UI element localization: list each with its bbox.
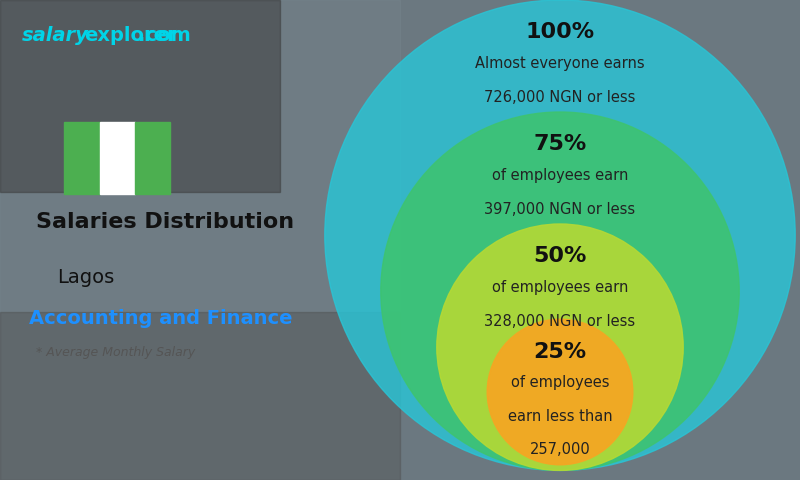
Circle shape [325,0,795,470]
Text: * Average Monthly Salary: * Average Monthly Salary [36,346,195,359]
Bar [0,312,400,480]
Text: 25%: 25% [534,342,586,361]
Text: Salaries Distribution: Salaries Distribution [36,212,294,232]
Bar [0,0,400,480]
Bar [0,0,280,192]
Text: of employees earn: of employees earn [492,168,628,183]
Text: Almost everyone earns: Almost everyone earns [475,56,645,71]
Text: 50%: 50% [534,246,586,266]
Text: explorer: explorer [84,26,176,45]
Text: 328,000 NGN or less: 328,000 NGN or less [485,313,635,329]
Text: Accounting and Finance: Accounting and Finance [29,309,293,328]
Circle shape [381,112,739,470]
Circle shape [487,319,633,465]
Bar [64,122,99,194]
Text: 75%: 75% [534,134,586,155]
Circle shape [437,224,683,470]
Text: 100%: 100% [526,23,594,42]
Text: of employees: of employees [510,375,610,390]
Text: salary: salary [22,26,89,45]
Text: Lagos: Lagos [58,268,114,287]
Text: 397,000 NGN or less: 397,000 NGN or less [485,202,635,216]
Text: 257,000: 257,000 [530,443,590,457]
Text: .com: .com [138,26,191,45]
Text: 726,000 NGN or less: 726,000 NGN or less [484,90,636,105]
Bar [99,122,134,194]
Text: of employees earn: of employees earn [492,280,628,295]
Text: earn less than: earn less than [508,409,612,424]
Bar [134,122,170,194]
